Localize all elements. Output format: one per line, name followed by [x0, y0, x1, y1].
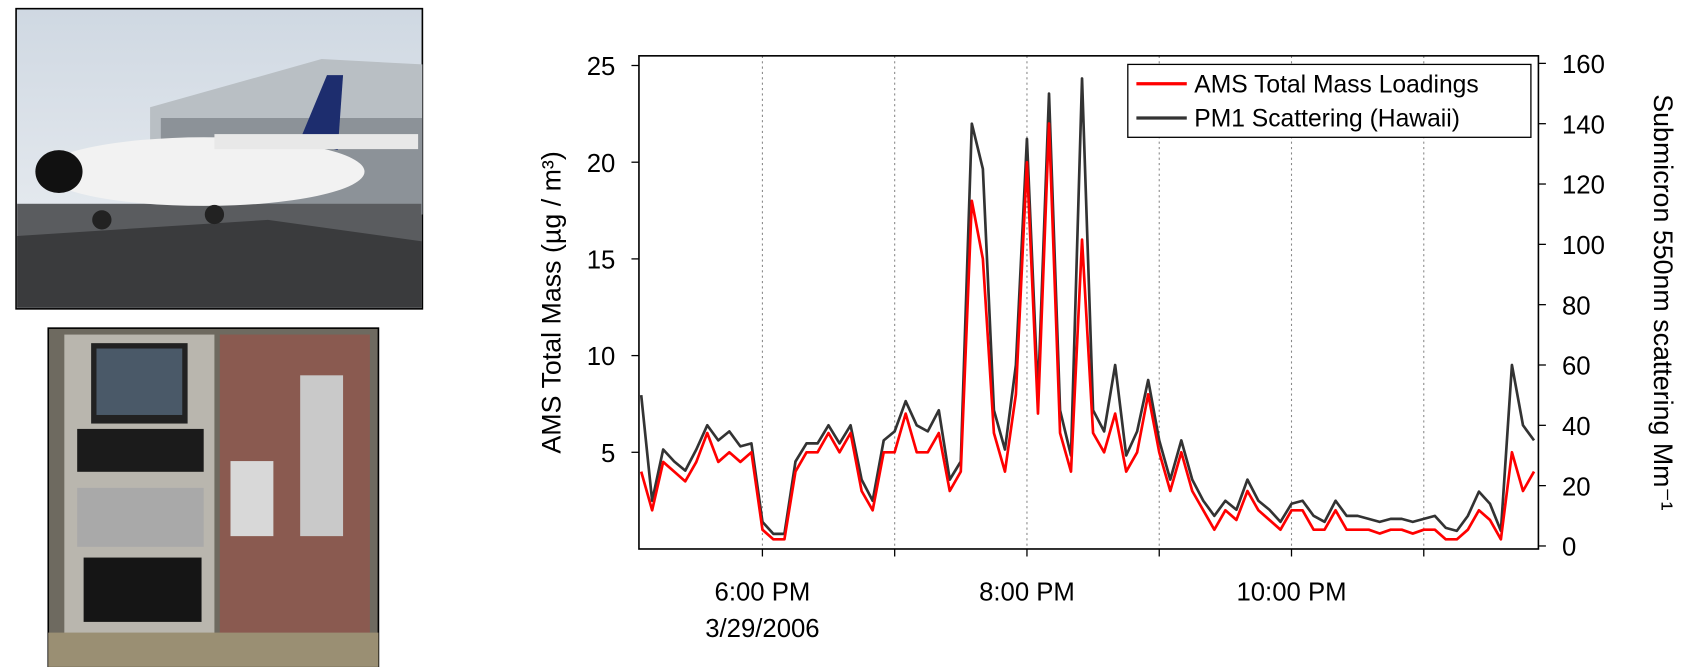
y2-tick-label: 20: [1562, 473, 1591, 501]
x-date-label: 3/29/2006: [705, 615, 819, 643]
y-tick-label: 5: [601, 440, 615, 468]
data-line: [639, 77, 1536, 536]
y2-tick-label: 160: [1562, 51, 1605, 79]
y2-tick-label: 100: [1562, 232, 1605, 260]
y-tick-label: 20: [587, 150, 616, 178]
x-tick-label: 8:00 PM: [979, 578, 1075, 606]
data-line: [639, 122, 1536, 541]
legend-box: [1127, 63, 1532, 138]
instrument-photo: [47, 327, 380, 667]
legend-label: AMS Total Mass Loadings: [1194, 71, 1478, 98]
y2-tick-label: 140: [1562, 111, 1605, 139]
y2-tick-label: 40: [1562, 413, 1591, 441]
legend-label: PM1 Scattering (Hawaii): [1194, 106, 1460, 133]
x-tick-label: 10:00 PM: [1236, 578, 1346, 606]
plot-area: AMS Total Mass (µg / m³) Submicron 550nm…: [537, 94, 1679, 510]
y2-tick-label: 60: [1562, 353, 1591, 381]
y-tick-label: 10: [587, 343, 616, 371]
y-tick-label: 25: [587, 53, 616, 81]
y2-tick-label: 80: [1562, 292, 1591, 320]
y2-tick-label: 0: [1562, 534, 1576, 562]
plot-frame: [638, 55, 1540, 550]
y2-tick-label: 120: [1562, 172, 1605, 200]
y-axis-title: AMS Total Mass (µg / m³): [537, 151, 567, 453]
aircraft-photo: [15, 7, 424, 310]
x-tick-label: 6:00 PM: [715, 578, 811, 606]
y-tick-label: 15: [587, 247, 616, 275]
y2-axis-title: Submicron 550nm scattering Mm⁻¹: [1648, 94, 1678, 510]
